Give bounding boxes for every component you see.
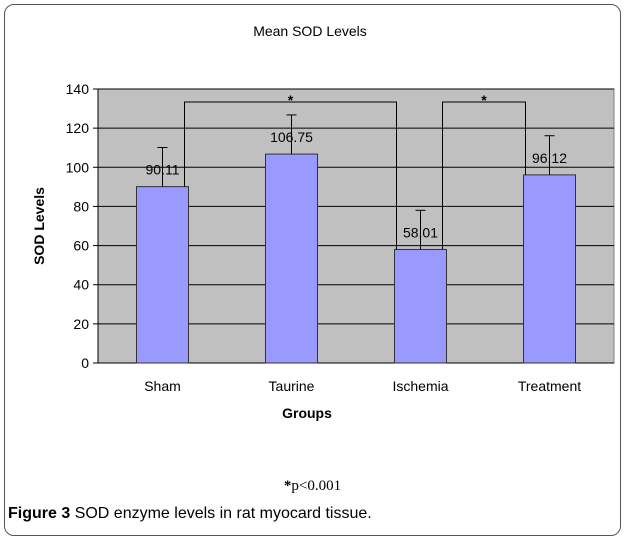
bar (265, 153, 318, 364)
y-tick-label: 120 (66, 120, 90, 136)
y-tick-label: 80 (73, 198, 89, 214)
y-axis-label: SOD Levels (31, 187, 47, 265)
significance-label: * (481, 92, 487, 108)
value-label: 96.12 (532, 150, 567, 166)
footnote-text: p<0.001 (291, 478, 342, 494)
caption-text: SOD enzyme levels in rat myocard tissue. (74, 505, 372, 522)
chart-title: Mean SOD Levels (253, 23, 367, 39)
caption: Figure 3 SOD enzyme levels in rat myocar… (8, 505, 372, 523)
y-tick-label: 100 (66, 159, 90, 175)
significance-bracket (442, 101, 526, 250)
x-tick-label: Taurine (269, 378, 315, 394)
bar (136, 186, 189, 364)
x-tick-label: Ischemia (392, 378, 448, 394)
caption-label: Figure 3 (8, 505, 71, 522)
y-tick-label: 60 (73, 238, 89, 254)
value-label: 106.75 (270, 129, 313, 145)
x-tick-label: Sham (144, 378, 181, 394)
value-label: 90.11 (146, 162, 180, 178)
footnote: *p<0.001 (0, 478, 625, 495)
frame (4, 4, 621, 536)
value-label: 58.01 (403, 224, 438, 240)
footnote-symbol: * (283, 478, 292, 494)
y-tick-label: 40 (73, 277, 89, 293)
bar (394, 248, 447, 364)
significance-label: * (288, 92, 294, 108)
chart: Mean SOD Levels Groups SOD Levels 0 20 40 6… (31, 23, 615, 421)
y-tick-label: 140 (66, 81, 90, 97)
significance-bracket (184, 101, 397, 250)
y-tick-label: 20 (73, 316, 89, 332)
x-axis-label: Groups (282, 405, 332, 421)
x-tick-label: Treatment (518, 378, 581, 394)
bar (523, 174, 576, 364)
y-tick-label: 0 (81, 355, 89, 371)
